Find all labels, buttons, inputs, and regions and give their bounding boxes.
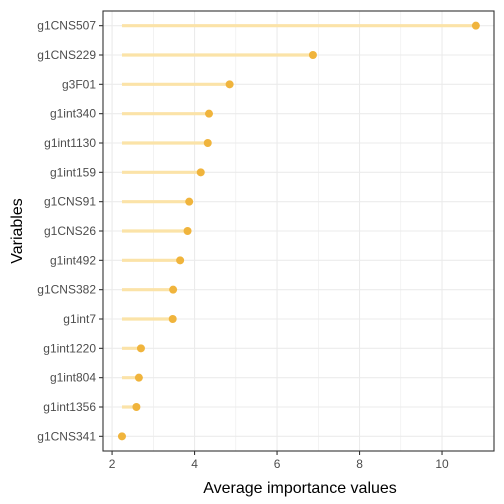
y-tick-label-g1CNS382: g1CNS382 — [37, 283, 96, 297]
y-tick-label-g1int340: g1int340 — [50, 107, 96, 121]
point-g1int159 — [196, 168, 205, 177]
x-tick-label: 10 — [435, 457, 449, 471]
y-tick-label-g1int1356: g1int1356 — [43, 400, 96, 414]
y-tick-label-g1int1130: g1int1130 — [44, 136, 96, 150]
y-tick-label-g1CNS26: g1CNS26 — [44, 224, 96, 238]
y-tick-label-g3F01: g3F01 — [62, 77, 96, 91]
point-g1CNS26 — [183, 227, 192, 235]
y-tick-label-g1int7: g1int7 — [63, 312, 96, 326]
y-tick-label-g1CNS341: g1CNS341 — [37, 429, 96, 443]
x-tick-label: 8 — [356, 457, 363, 471]
point-g1CNS91 — [185, 197, 194, 206]
point-g1int1130 — [203, 139, 212, 147]
y-axis-ticks: g1CNS507 g1CNS229 g3F01 g1int340 g1int1130 g1… — [37, 19, 103, 443]
x-tick-label: 2 — [109, 457, 116, 471]
y-tick-label-g1int804: g1int804 — [50, 371, 96, 385]
point-g1CNS382 — [169, 285, 178, 294]
x-axis-title: Average importance values — [203, 480, 397, 497]
point-g1int492 — [176, 256, 185, 265]
x-axis-ticks: 2 4 6 8 10 — [109, 451, 449, 471]
y-tick-label-g1CNS507: g1CNS507 — [37, 19, 96, 33]
point-g1int1356 — [132, 403, 141, 411]
lollipop-points — [117, 21, 480, 441]
point-g1int1220 — [136, 344, 145, 353]
point-g3F01 — [225, 80, 234, 89]
x-tick-label: 4 — [191, 457, 198, 471]
point-g1CNS229 — [308, 51, 317, 59]
y-axis-title: Variables — [9, 198, 26, 264]
point-g1CNS341 — [117, 432, 126, 441]
x-tick-label: 6 — [274, 457, 281, 471]
point-g1int7 — [168, 315, 177, 323]
point-g1CNS507 — [471, 21, 480, 30]
point-g1int804 — [134, 373, 143, 382]
y-tick-label-g1CNS229: g1CNS229 — [37, 48, 96, 62]
y-tick-label-g1int1220: g1int1220 — [43, 341, 96, 355]
point-g1int340 — [204, 109, 213, 118]
y-tick-label-g1int159: g1int159 — [50, 165, 96, 179]
y-tick-label-g1CNS91: g1CNS91 — [44, 195, 96, 209]
y-tick-label-g1int492: g1int492 — [50, 253, 96, 267]
